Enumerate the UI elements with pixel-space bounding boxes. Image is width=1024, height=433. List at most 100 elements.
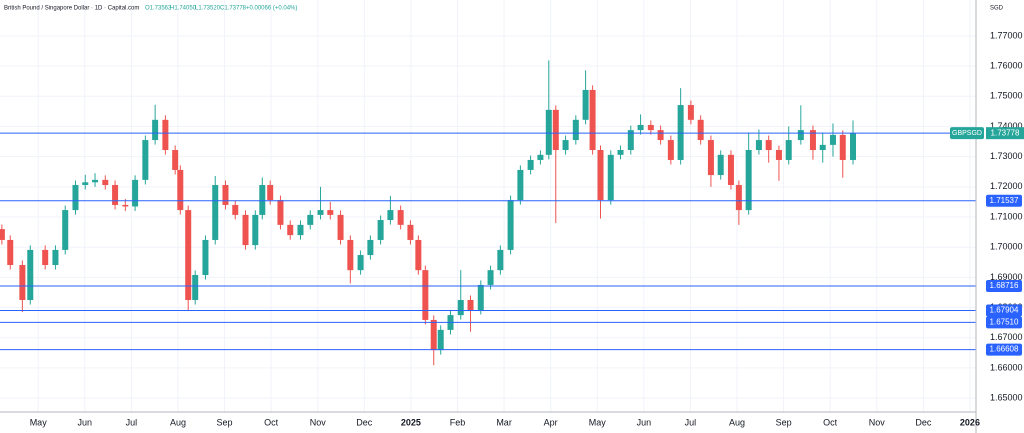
candle-body [597,150,604,201]
candle-body [589,89,596,151]
candle-body [367,239,374,256]
candle-body [212,185,219,240]
price-level-label: 1.71537 [990,196,1019,205]
candle-body [397,210,404,225]
y-tick-label: 1.72000 [990,181,1023,191]
candle-body [497,249,504,271]
candle-body [785,140,792,160]
candle-body [735,185,742,211]
y-tick-label: 1.66000 [990,362,1023,372]
candle-body [552,109,559,151]
candle-body [697,119,704,141]
candle-body [102,179,109,186]
candle-body [562,140,569,151]
candle-body [152,119,159,141]
candle-body [745,150,752,211]
x-tick-label: Oct [264,417,279,427]
x-tick-label: Jun [78,417,93,427]
candle-body [687,105,694,120]
candle-body [357,255,364,271]
y-tick-label: 1.69000 [990,272,1023,282]
candle-body [307,214,314,225]
candle-body [387,210,394,221]
x-tick-label: Apr [544,417,558,427]
candle-body [727,154,734,186]
candle-body [572,119,579,141]
price-level-tag [986,316,1022,329]
candle-body [507,200,514,250]
candle-body [162,119,169,151]
candle-body [27,249,34,301]
candle-body [42,249,49,266]
candle-body [607,154,614,201]
x-tick-label: Mar [496,417,512,427]
last-price-tag [986,127,1024,140]
candle-body [582,89,589,120]
candle-body [537,154,544,160]
candle-body [252,214,259,246]
candle-body [617,150,624,155]
y-tick-label: 1.74000 [990,121,1023,131]
y-tick-label: 1.71000 [990,211,1023,221]
candle-body [765,140,772,151]
candle-body [657,130,664,141]
price-level-label: 1.67904 [990,306,1019,315]
candle-body [277,200,284,225]
x-tick-label: May [589,417,607,427]
header-low: L1.73520 [195,6,221,12]
candle-body [62,210,69,250]
candle-body [122,204,129,207]
x-tick-label: Sep [217,417,233,427]
candle-body [677,105,684,160]
candle-body [430,319,437,351]
candle-body [637,124,644,131]
candle-body [242,214,249,246]
header-change: +0.00066 (+0.04%) [246,6,297,12]
candle-body [407,224,414,240]
candle-body [172,150,179,170]
price-level-tag [986,343,1022,356]
price-level-tag [986,279,1022,292]
candle-body [52,249,59,266]
y-tick-label: 1.70000 [990,242,1023,252]
label-layer: 1.77000 1.76000 1.75000 1.74000 1.73000 1.720… [30,30,1024,427]
candle-body [222,185,229,205]
currency: SGD [990,6,1004,12]
price-level-label: 1.66608 [990,345,1019,354]
candle-body [259,185,266,215]
x-tick-label: Nov [869,417,886,427]
candle-body [797,130,804,141]
candle-body [19,265,26,301]
x-tick-label: May [30,417,48,427]
x-tick-label: Sep [776,417,792,427]
x-tick-label: Dec [915,417,932,427]
candle-body [487,270,494,285]
candle-body [112,185,119,205]
price-level-tag [986,194,1022,207]
header-high: H1.74050 [170,6,197,12]
candle-body [707,140,714,176]
y-tick-label: 1.67000 [990,332,1023,342]
x-tick-label: Jun [637,417,652,427]
candle-body [829,134,836,145]
header-close: C1.73778 [220,6,247,12]
candle-body [647,124,654,131]
y-tick-label: 1.73000 [990,151,1023,161]
candle-body [142,140,149,180]
candle-body [185,210,192,301]
candle-body [202,239,209,275]
x-tick-label: Nov [310,417,327,427]
x-tick-label: Dec [356,417,373,427]
x-tick-label: Jul [126,417,138,427]
candle-body [0,229,5,240]
price-level-tag [986,304,1022,317]
candle-body [467,300,474,310]
candle-body [517,169,524,201]
candle-body [819,144,826,151]
candle-body [717,154,724,176]
candle-body [192,274,199,301]
candle-body [297,224,304,236]
x-tick-label: 2026 [960,417,980,427]
